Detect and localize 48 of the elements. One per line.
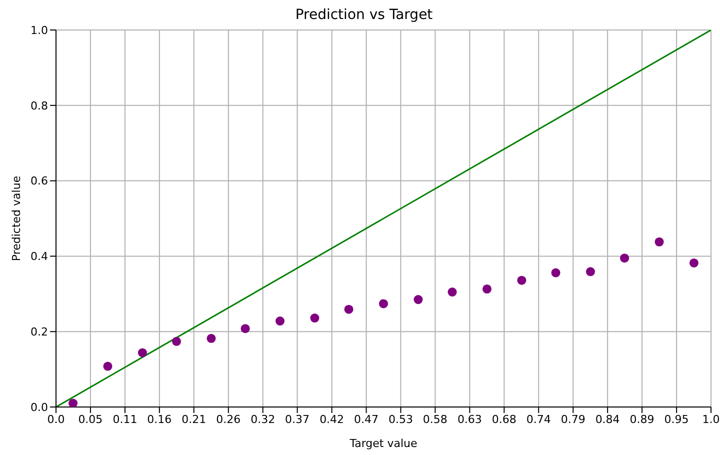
- point: [620, 254, 630, 263]
- x-tick-label: 0.58: [422, 412, 448, 426]
- y-tick-label: 0.8: [30, 99, 48, 112]
- point: [551, 268, 560, 278]
- x-tick-label: 0.21: [182, 412, 206, 426]
- x-tick-label: 0.74: [526, 412, 551, 426]
- y-tick-label: 0.0: [30, 400, 48, 414]
- x-tick-label: 0.68: [492, 412, 516, 426]
- x-tick-label: 0.89: [630, 412, 654, 426]
- x-axis-title: Target value: [348, 437, 418, 450]
- point: [448, 288, 457, 297]
- x-tick-label: 0.11: [112, 412, 138, 426]
- point: [344, 304, 354, 314]
- x-tick-label: 0.05: [78, 412, 103, 426]
- x-tick-label: 0.47: [354, 412, 379, 426]
- x-tick-label: 0.84: [595, 412, 620, 426]
- x-tick-label: 0.0: [47, 412, 65, 426]
- point: [103, 362, 112, 371]
- point: [310, 314, 320, 323]
- x-tick-label: 0.79: [560, 412, 586, 426]
- x-tick-label: 0.63: [457, 412, 482, 426]
- point: [414, 295, 423, 304]
- point: [689, 258, 698, 268]
- chart-title: Prediction vs Target: [294, 7, 434, 23]
- x-tick-label: 0.37: [285, 412, 310, 426]
- x-tick-label: 0.42: [320, 412, 344, 426]
- point: [517, 276, 526, 285]
- point: [275, 316, 285, 326]
- y-tick-label: 0.2: [30, 326, 48, 339]
- y-tick-label: 1.0: [30, 24, 48, 37]
- point: [240, 324, 250, 334]
- y-tick-label: 0.4: [30, 250, 48, 264]
- point: [654, 237, 664, 246]
- x-tick-label: 0.95: [664, 412, 689, 426]
- y-tick-label: 0.6: [30, 174, 48, 188]
- x-tick-label: 0.16: [147, 412, 172, 426]
- x-tick-label: 0.53: [388, 412, 413, 426]
- x-tick-label: 0.32: [250, 412, 276, 426]
- y-axis-title: Predicted value: [10, 176, 23, 262]
- point: [138, 348, 147, 358]
- point: [206, 334, 216, 343]
- point: [378, 299, 388, 308]
- point: [172, 336, 182, 346]
- point: [68, 398, 78, 407]
- x-tick-label: 0.26: [216, 412, 241, 426]
- point: [482, 284, 492, 294]
- point: [586, 267, 595, 276]
- x-tick-label: 1.0: [702, 412, 720, 426]
